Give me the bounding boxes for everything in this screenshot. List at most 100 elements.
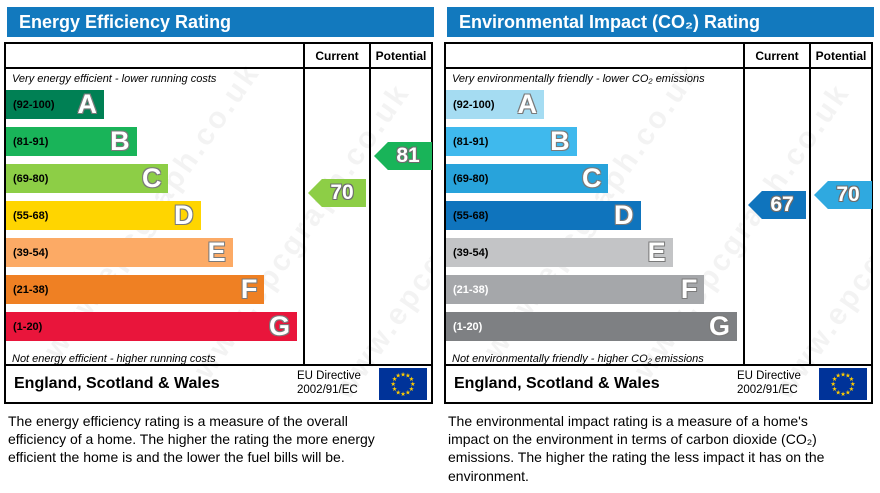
energy-efficiency-table: www.epcgraph.co.uk www.epcgraph.co.uk ww… bbox=[4, 42, 433, 404]
band-b-range: (81-91) bbox=[453, 135, 489, 148]
current-column-header: Current bbox=[303, 44, 369, 67]
band-d-letter: D bbox=[614, 200, 634, 230]
svg-text:★: ★ bbox=[832, 386, 838, 393]
region-label: England, Scotland & Wales bbox=[454, 375, 660, 392]
band-g: (1-20) G bbox=[6, 311, 298, 341]
svg-text:★: ★ bbox=[840, 371, 846, 378]
svg-text:★: ★ bbox=[392, 376, 398, 383]
band-g-range: (1-20) bbox=[13, 320, 43, 333]
band-e-letter: E bbox=[207, 237, 226, 267]
band-g-letter: G bbox=[709, 311, 731, 341]
svg-text:★: ★ bbox=[390, 381, 396, 388]
potential-column-header: Potential bbox=[809, 44, 871, 67]
band-a-letter: A bbox=[77, 89, 98, 119]
table-footer: England, Scotland & Wales EU Directive 2… bbox=[6, 364, 431, 402]
eu-directive-label: EU Directive 2002/91/EC bbox=[737, 370, 801, 396]
band-b: (81-91) B bbox=[6, 127, 137, 156]
band-d-range: (55-68) bbox=[13, 209, 49, 222]
band-f-range: (21-38) bbox=[13, 283, 49, 296]
svg-text:★: ★ bbox=[849, 386, 855, 393]
band-a-range: (92-100) bbox=[453, 98, 495, 111]
svg-text:★: ★ bbox=[840, 391, 846, 398]
table-header: Current Potential bbox=[6, 44, 431, 69]
band-e: (39-54) E bbox=[6, 238, 233, 267]
band-a-letter: A bbox=[517, 89, 538, 119]
band-f-letter: F bbox=[680, 274, 698, 304]
band-c-letter: C bbox=[141, 163, 162, 193]
band-c: (69-80) C bbox=[446, 163, 609, 193]
band-e: (39-54) E bbox=[446, 238, 673, 267]
band-b: (81-91) B bbox=[446, 127, 577, 156]
environmental-impact-title: Environmental Impact (CO₂) Rating bbox=[447, 7, 874, 37]
potential-rating-arrow: 81 bbox=[374, 142, 432, 170]
svg-text:★: ★ bbox=[392, 386, 398, 393]
band-c-letter: C bbox=[581, 163, 602, 193]
eu-flag-icon: ★ ★ ★★ ★★ ★★ ★★ ★★ bbox=[379, 368, 427, 400]
rating-bands: (92-100) A (81-91) B (69-80) C (55-68) bbox=[446, 90, 743, 341]
band-f-letter: F bbox=[240, 274, 258, 304]
energy-efficiency-title: Energy Efficiency Rating bbox=[7, 7, 434, 37]
current-column-header: Current bbox=[743, 44, 809, 67]
bottom-note: Not energy efficient - higher running co… bbox=[12, 353, 216, 365]
environmental-impact-description: The environmental impact rating is a mea… bbox=[448, 413, 825, 484]
svg-text:★: ★ bbox=[395, 373, 401, 380]
band-b-letter: B bbox=[550, 126, 570, 156]
svg-text:★: ★ bbox=[395, 390, 401, 397]
top-note: Very energy efficient - lower running co… bbox=[12, 73, 217, 85]
svg-text:★: ★ bbox=[832, 376, 838, 383]
environmental-impact-panel: Environmental Impact (CO₂) Rating www.ep… bbox=[440, 0, 880, 485]
svg-text:★: ★ bbox=[850, 381, 856, 388]
current-column: 67 bbox=[743, 69, 809, 364]
potential-column-header: Potential bbox=[369, 44, 431, 67]
band-g: (1-20) G bbox=[446, 311, 738, 341]
potential-column: 70 bbox=[809, 69, 872, 364]
eu-directive-label: EU Directive 2002/91/EC bbox=[297, 370, 361, 396]
band-c-range: (69-80) bbox=[13, 172, 49, 185]
band-a: (92-100) A bbox=[446, 90, 544, 119]
svg-text:★: ★ bbox=[835, 390, 841, 397]
svg-text:★: ★ bbox=[830, 381, 836, 388]
svg-text:★: ★ bbox=[409, 376, 415, 383]
band-e-letter: E bbox=[647, 237, 666, 267]
energy-efficiency-description: The energy efficiency rating is a measur… bbox=[8, 413, 375, 466]
svg-text:★: ★ bbox=[400, 371, 406, 378]
band-g-range: (1-20) bbox=[453, 320, 483, 333]
band-e-range: (39-54) bbox=[13, 246, 49, 259]
current-column: 70 bbox=[303, 69, 369, 364]
band-b-range: (81-91) bbox=[13, 135, 49, 148]
potential-rating-arrow: 70 bbox=[814, 181, 872, 209]
band-a-range: (92-100) bbox=[13, 98, 55, 111]
band-g-letter: G bbox=[269, 311, 291, 341]
svg-text:★: ★ bbox=[849, 376, 855, 383]
eu-flag-icon: ★ ★ ★★ ★★ ★★ ★★ ★★ bbox=[819, 368, 867, 400]
svg-text:★: ★ bbox=[409, 386, 415, 393]
svg-text:★: ★ bbox=[410, 381, 416, 388]
svg-text:★: ★ bbox=[405, 390, 411, 397]
table-body: Very energy efficient - lower running co… bbox=[6, 69, 432, 365]
current-rating-arrow: 67 bbox=[748, 191, 806, 219]
table-body: Very environmentally friendly - lower CO… bbox=[446, 69, 872, 365]
svg-text:★: ★ bbox=[835, 373, 841, 380]
potential-column: 81 bbox=[369, 69, 432, 364]
table-header: Current Potential bbox=[446, 44, 871, 69]
band-d: (55-68) D bbox=[446, 201, 641, 230]
svg-text:★: ★ bbox=[400, 391, 406, 398]
band-a: (92-100) A bbox=[6, 90, 104, 119]
region-label: England, Scotland & Wales bbox=[14, 375, 220, 392]
top-note: Very environmentally friendly - lower CO… bbox=[452, 73, 705, 85]
rating-bands: (92-100) A (81-91) B (69-80) C (55-68) bbox=[6, 90, 303, 341]
energy-efficiency-panel: Energy Efficiency Rating www.epcgraph.co… bbox=[0, 0, 440, 485]
band-c-range: (69-80) bbox=[453, 172, 489, 185]
band-c: (69-80) C bbox=[6, 163, 169, 193]
band-f: (21-38) F bbox=[446, 274, 705, 304]
band-f: (21-38) F bbox=[6, 274, 265, 304]
bottom-note: Not environmentally friendly - higher CO… bbox=[452, 353, 704, 365]
band-e-range: (39-54) bbox=[453, 246, 489, 259]
environmental-impact-table: www.epcgraph.co.uk www.epcgraph.co.uk ww… bbox=[444, 42, 873, 404]
svg-text:★: ★ bbox=[845, 390, 851, 397]
band-d-range: (55-68) bbox=[453, 209, 489, 222]
svg-text:★: ★ bbox=[845, 373, 851, 380]
band-d: (55-68) D bbox=[6, 201, 201, 230]
band-b-letter: B bbox=[110, 126, 130, 156]
